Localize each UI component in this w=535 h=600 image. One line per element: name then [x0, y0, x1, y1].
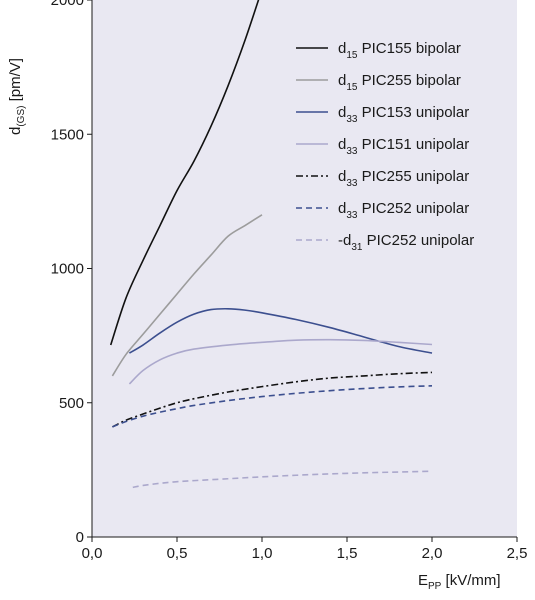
x-tick-label: 0,5	[167, 545, 188, 562]
legend-entry-3: d33 PIC153 unipolar	[338, 104, 469, 125]
legend-entry-sub: 33	[346, 210, 358, 221]
y-tick-label: 1500	[51, 126, 84, 143]
legend-entry-sub: 33	[346, 146, 358, 157]
legend-entry-sub: 33	[346, 178, 358, 189]
legend-entry-suffix: PIC255 unipolar	[357, 168, 469, 185]
x-axis-label: EPP [kV/mm]	[418, 572, 501, 592]
y-axis-label-sub: (GS)	[16, 106, 27, 127]
legend-entry-suffix: PIC155 bipolar	[357, 40, 460, 57]
legend-entry-suffix: PIC252 unipolar	[357, 200, 469, 217]
series-line-3	[128, 307, 433, 354]
legend-entry-6: d33 PIC252 unipolar	[338, 200, 469, 221]
legend-entry-7: -d31 PIC252 unipolar	[338, 232, 474, 253]
series-line-1	[109, 0, 260, 346]
y-tick-label: 1000	[51, 261, 84, 278]
x-tick-label: 2,0	[422, 545, 443, 562]
legend-entry-1: d15 PIC155 bipolar	[338, 40, 461, 61]
series-line-4	[128, 338, 433, 385]
legend-entry-prefix: d	[338, 136, 346, 153]
legend-entry-prefix: d	[338, 40, 346, 57]
legend-entry-4: d33 PIC151 unipolar	[338, 136, 469, 157]
legend-entry-prefix: -d	[338, 232, 351, 249]
legend-entry-suffix: PIC255 bipolar	[357, 72, 460, 89]
series-line-6	[112, 385, 433, 428]
y-axis-label: d(GS) [pm/V]	[7, 58, 27, 135]
y-tick-label: 0	[76, 529, 84, 546]
legend-entry-prefix: d	[338, 168, 346, 185]
x-tick-label: 1,0	[252, 545, 273, 562]
x-axis-label-main: E	[418, 572, 428, 589]
y-tick-label: 2000	[51, 0, 84, 9]
legend-entry-sub: 33	[346, 114, 358, 125]
series-layer	[109, 0, 433, 489]
legend-entry-sub: 15	[346, 50, 358, 61]
legend-entry-suffix: PIC153 unipolar	[357, 104, 469, 121]
legend-entry-prefix: d	[338, 200, 346, 217]
legend-entry-sub: 15	[346, 82, 358, 93]
y-tick-label: 500	[59, 395, 84, 412]
y-axis-label-unit: [pm/V]	[7, 58, 24, 106]
x-ticks: 0,0 0,5 1,0 1,5 2,0 2,5	[82, 537, 528, 562]
legend-entry-2: d15 PIC255 bipolar	[338, 72, 461, 93]
legend-entry-suffix: PIC252 unipolar	[362, 232, 474, 249]
x-axis-label-sub: PP	[428, 581, 442, 592]
series-line-5	[112, 371, 433, 428]
legend-entry-5: d33 PIC255 unipolar	[338, 168, 469, 189]
x-axis-label-unit: [kV/mm]	[441, 572, 500, 589]
series-line-2	[111, 214, 263, 377]
x-tick-label: 1,5	[337, 545, 358, 562]
plot-background	[92, 0, 517, 537]
x-tick-label: 0,0	[82, 545, 103, 562]
series-line-7	[132, 470, 433, 489]
y-axis-label-main: d	[7, 127, 24, 135]
legend-entry-prefix: d	[338, 72, 346, 89]
y-ticks: 0 500 1000 1500 2000	[51, 0, 92, 546]
legend-entry-suffix: PIC151 unipolar	[357, 136, 469, 153]
legend-entry-sub: 31	[351, 242, 363, 253]
x-tick-label: 2,5	[507, 545, 528, 562]
legend-entry-prefix: d	[338, 104, 346, 121]
